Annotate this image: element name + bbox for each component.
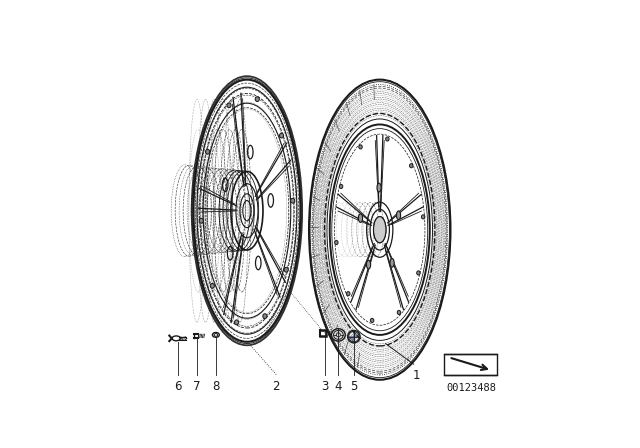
- Ellipse shape: [234, 320, 239, 325]
- Ellipse shape: [205, 149, 210, 154]
- Ellipse shape: [390, 258, 394, 267]
- Ellipse shape: [377, 183, 381, 192]
- Text: 8: 8: [212, 380, 220, 393]
- Text: 6: 6: [174, 380, 182, 393]
- Ellipse shape: [386, 137, 389, 141]
- Polygon shape: [349, 336, 354, 342]
- Ellipse shape: [339, 185, 343, 189]
- Ellipse shape: [396, 211, 401, 220]
- Ellipse shape: [410, 164, 413, 168]
- Ellipse shape: [335, 241, 338, 245]
- Ellipse shape: [291, 198, 294, 203]
- Text: 3: 3: [321, 380, 328, 393]
- Ellipse shape: [263, 314, 267, 319]
- Ellipse shape: [210, 284, 214, 288]
- Ellipse shape: [397, 310, 401, 314]
- Ellipse shape: [280, 133, 284, 138]
- Ellipse shape: [255, 97, 259, 102]
- Text: 1: 1: [412, 370, 420, 383]
- Ellipse shape: [374, 217, 386, 243]
- Ellipse shape: [367, 260, 371, 269]
- Ellipse shape: [227, 103, 231, 108]
- Ellipse shape: [417, 271, 420, 275]
- Ellipse shape: [421, 215, 425, 219]
- Ellipse shape: [359, 145, 362, 149]
- FancyBboxPatch shape: [444, 354, 497, 375]
- Ellipse shape: [358, 214, 363, 223]
- Text: 4: 4: [335, 380, 342, 393]
- Text: 2: 2: [273, 380, 280, 393]
- Text: 7: 7: [193, 380, 201, 393]
- Polygon shape: [354, 332, 359, 336]
- Ellipse shape: [284, 267, 289, 272]
- Ellipse shape: [346, 292, 350, 296]
- Text: 5: 5: [350, 380, 358, 393]
- Ellipse shape: [199, 218, 204, 223]
- Ellipse shape: [371, 319, 374, 323]
- Ellipse shape: [332, 329, 345, 341]
- Text: 00123488: 00123488: [446, 383, 497, 393]
